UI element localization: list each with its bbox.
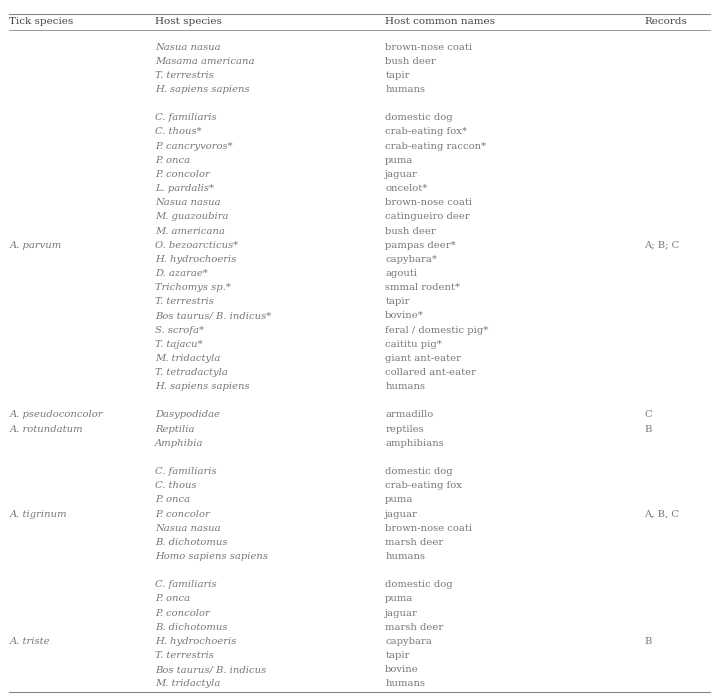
Text: humans: humans <box>385 382 426 391</box>
Text: bush deer: bush deer <box>385 57 436 66</box>
Text: Masama americana: Masama americana <box>155 57 254 66</box>
Text: Tick species: Tick species <box>9 18 73 27</box>
Text: domestic dog: domestic dog <box>385 580 453 589</box>
Text: H. hydrochoeris: H. hydrochoeris <box>155 255 236 264</box>
Text: Reptilia: Reptilia <box>155 425 194 433</box>
Text: armadillo: armadillo <box>385 410 433 419</box>
Text: smmal rodent*: smmal rodent* <box>385 283 460 292</box>
Text: crab-eating raccon*: crab-eating raccon* <box>385 141 487 150</box>
Text: bovine*: bovine* <box>385 312 424 321</box>
Text: M. tridactyla: M. tridactyla <box>155 679 220 688</box>
Text: Host species: Host species <box>155 18 222 27</box>
Text: humans: humans <box>385 85 426 94</box>
Text: M. tridactyla: M. tridactyla <box>155 354 220 363</box>
Text: P. cancryvoros*: P. cancryvoros* <box>155 141 233 150</box>
Text: Nasua nasua: Nasua nasua <box>155 43 220 52</box>
Text: reptiles: reptiles <box>385 425 424 433</box>
Text: A. pseudoconcolor: A. pseudoconcolor <box>9 410 103 419</box>
Text: T. terrestris: T. terrestris <box>155 651 214 660</box>
Text: caititu pig*: caititu pig* <box>385 340 442 349</box>
Text: crab-eating fox: crab-eating fox <box>385 481 462 490</box>
Text: B: B <box>644 425 652 433</box>
Text: T. tajacu*: T. tajacu* <box>155 340 202 349</box>
Text: O. bezoarcticus*: O. bezoarcticus* <box>155 241 238 250</box>
Text: crab-eating fox*: crab-eating fox* <box>385 127 467 136</box>
Text: A, B, C: A, B, C <box>644 510 680 519</box>
Text: M. americana: M. americana <box>155 227 225 235</box>
Text: brown-nose coati: brown-nose coati <box>385 198 472 207</box>
Text: Nasua nasua: Nasua nasua <box>155 198 220 207</box>
Text: P. onca: P. onca <box>155 496 190 505</box>
Text: P. concolor: P. concolor <box>155 170 210 179</box>
Text: tapir: tapir <box>385 298 410 307</box>
Text: M. guazoubira: M. guazoubira <box>155 212 228 221</box>
Text: A. rotundatum: A. rotundatum <box>9 425 83 433</box>
Text: Bos taurus/ B. indicus: Bos taurus/ B. indicus <box>155 665 266 674</box>
Text: A; B; C: A; B; C <box>644 241 680 250</box>
Text: catingueiro deer: catingueiro deer <box>385 212 470 221</box>
Text: Nasua nasua: Nasua nasua <box>155 524 220 533</box>
Text: humans: humans <box>385 679 426 688</box>
Text: marsh deer: marsh deer <box>385 538 444 547</box>
Text: brown-nose coati: brown-nose coati <box>385 43 472 52</box>
Text: C. familiaris: C. familiaris <box>155 580 217 589</box>
Text: B: B <box>644 637 652 646</box>
Text: Trichomys sp.*: Trichomys sp.* <box>155 283 230 292</box>
Text: tapir: tapir <box>385 71 410 80</box>
Text: Homo sapiens sapiens: Homo sapiens sapiens <box>155 552 268 561</box>
Text: jaguar: jaguar <box>385 608 418 617</box>
Text: bush deer: bush deer <box>385 227 436 235</box>
Text: A. triste: A. triste <box>9 637 50 646</box>
Text: P. concolor: P. concolor <box>155 608 210 617</box>
Text: S. scrofa*: S. scrofa* <box>155 326 204 335</box>
Text: humans: humans <box>385 552 426 561</box>
Text: C. thous: C. thous <box>155 481 197 490</box>
Text: C. familiaris: C. familiaris <box>155 467 217 476</box>
Text: Bos taurus/ B. indicus*: Bos taurus/ B. indicus* <box>155 312 271 321</box>
Text: puma: puma <box>385 594 413 603</box>
Text: feral / domestic pig*: feral / domestic pig* <box>385 326 489 335</box>
Text: puma: puma <box>385 156 413 164</box>
Text: jaguar: jaguar <box>385 170 418 179</box>
Text: bovine: bovine <box>385 665 419 674</box>
Text: oncelot*: oncelot* <box>385 184 428 193</box>
Text: T. terrestris: T. terrestris <box>155 71 214 80</box>
Text: A. tigrinum: A. tigrinum <box>9 510 67 519</box>
Text: A. parvum: A. parvum <box>9 241 62 250</box>
Text: Dasypodidae: Dasypodidae <box>155 410 220 419</box>
Text: C. familiaris: C. familiaris <box>155 113 217 122</box>
Text: puma: puma <box>385 496 413 505</box>
Text: P. concolor: P. concolor <box>155 510 210 519</box>
Text: pampas deer*: pampas deer* <box>385 241 456 250</box>
Text: capybara: capybara <box>385 637 432 646</box>
Text: domestic dog: domestic dog <box>385 113 453 122</box>
Text: C: C <box>644 410 652 419</box>
Text: amphibians: amphibians <box>385 439 444 448</box>
Text: P. onca: P. onca <box>155 156 190 164</box>
Text: C. thous*: C. thous* <box>155 127 202 136</box>
Text: H. sapiens sapiens: H. sapiens sapiens <box>155 382 249 391</box>
Text: H. sapiens sapiens: H. sapiens sapiens <box>155 85 249 94</box>
Text: T. terrestris: T. terrestris <box>155 298 214 307</box>
Text: B. dichotomus: B. dichotomus <box>155 623 228 631</box>
Text: Host common names: Host common names <box>385 18 495 27</box>
Text: collared ant-eater: collared ant-eater <box>385 368 476 377</box>
Text: Records: Records <box>644 18 688 27</box>
Text: P. onca: P. onca <box>155 594 190 603</box>
Text: domestic dog: domestic dog <box>385 467 453 476</box>
Text: tapir: tapir <box>385 651 410 660</box>
Text: T. tetradactyla: T. tetradactyla <box>155 368 228 377</box>
Text: D. azarae*: D. azarae* <box>155 269 207 278</box>
Text: H. hydrochoeris: H. hydrochoeris <box>155 637 236 646</box>
Text: L. pardalis*: L. pardalis* <box>155 184 214 193</box>
Text: marsh deer: marsh deer <box>385 623 444 631</box>
Text: capybara*: capybara* <box>385 255 437 264</box>
Text: brown-nose coati: brown-nose coati <box>385 524 472 533</box>
Text: jaguar: jaguar <box>385 510 418 519</box>
Text: agouti: agouti <box>385 269 418 278</box>
Text: Amphibia: Amphibia <box>155 439 203 448</box>
Text: B. dichotomus: B. dichotomus <box>155 538 228 547</box>
Text: giant ant-eater: giant ant-eater <box>385 354 462 363</box>
